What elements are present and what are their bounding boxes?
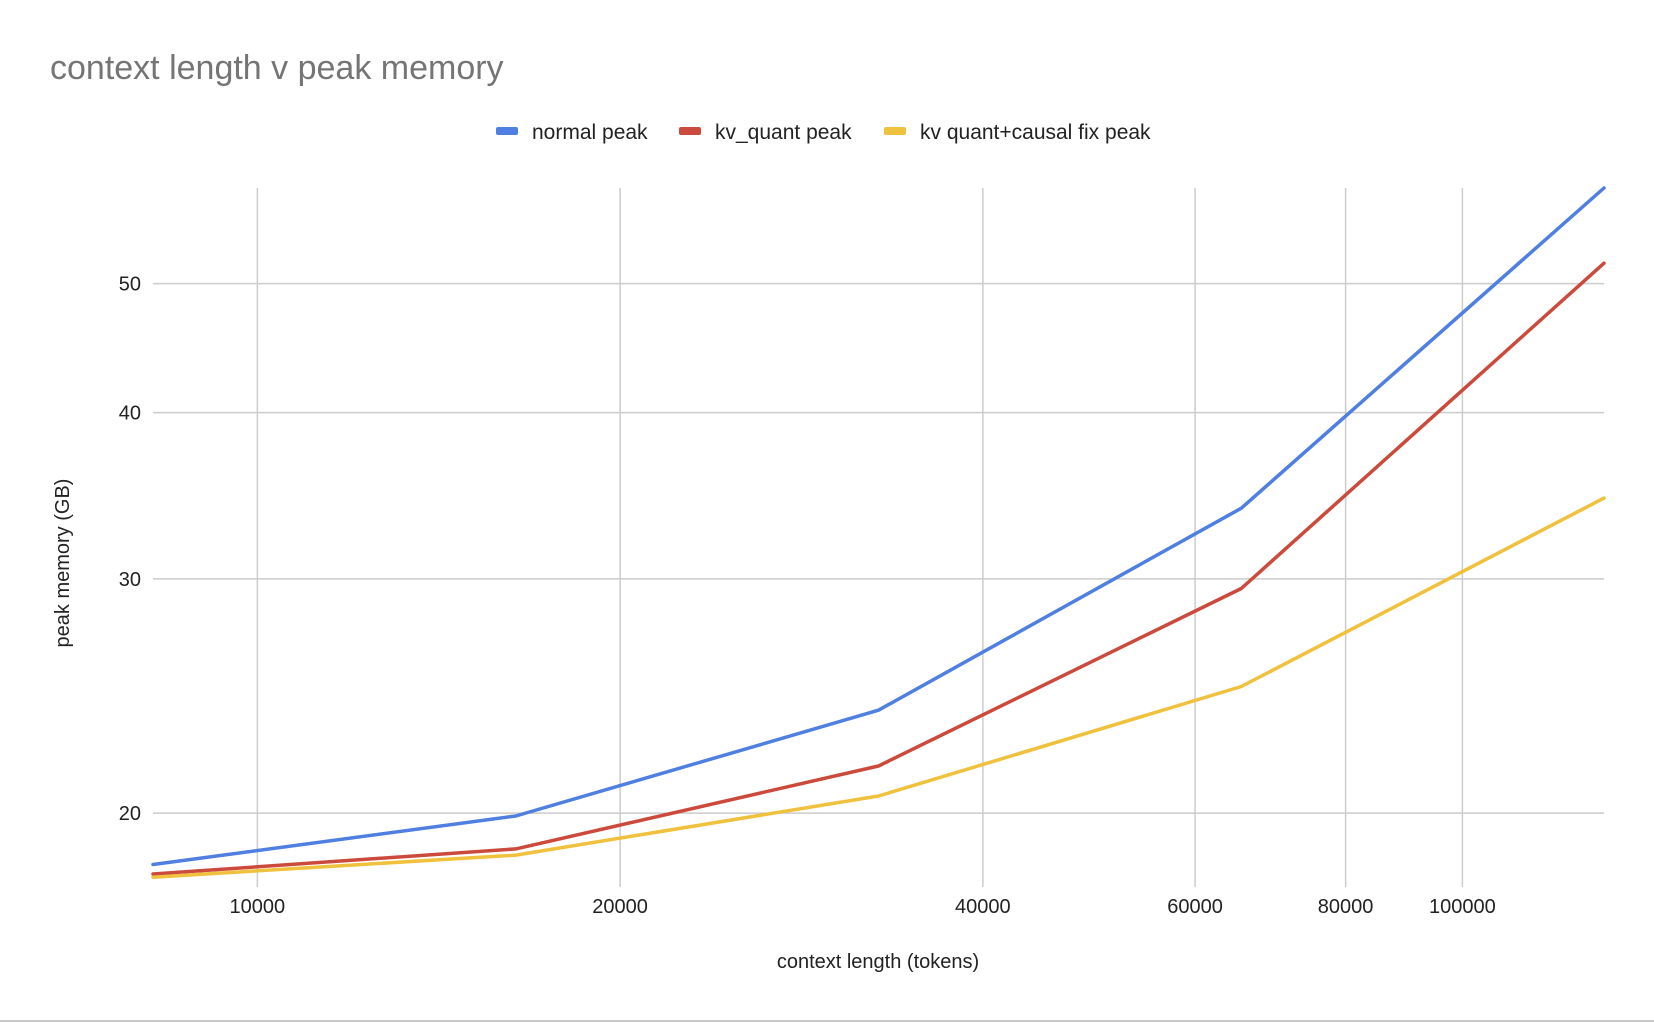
series-line-kv-quant-causal-fix-peak <box>151 496 1606 879</box>
series-line-normal-peak <box>151 186 1606 867</box>
y-tick-label: 20 <box>119 803 141 825</box>
x-tick-label: 10000 <box>230 896 286 918</box>
x-axis-ticks: 10000 20000 40000 60000 80000 100000 <box>230 896 1496 918</box>
y-tick-label: 40 <box>119 403 141 425</box>
x-tick-label: 60000 <box>1167 896 1223 918</box>
y-tick-label: 50 <box>119 274 141 296</box>
y-gridlines <box>153 282 1604 814</box>
chart-legend: normal peak kv_quant peak kv quant+causa… <box>496 121 1151 144</box>
x-tick-label: 100000 <box>1429 896 1496 918</box>
legend-label-normal-peak: normal peak <box>532 121 648 144</box>
x-gridlines <box>256 188 1464 887</box>
y-axis-ticks: 20 30 40 50 <box>119 274 141 825</box>
x-tick-label: 80000 <box>1318 896 1374 918</box>
legend-swatch-normal-peak <box>496 127 518 135</box>
x-tick-label: 20000 <box>592 896 648 918</box>
y-axis-label: peak memory (GB) <box>52 479 74 648</box>
series-line-kv-quant-peak <box>151 261 1606 876</box>
chart-title: context length v peak memory <box>50 49 504 87</box>
legend-label-kv-quant-peak: kv_quant peak <box>715 121 852 144</box>
x-tick-label: 40000 <box>955 896 1011 918</box>
legend-swatch-kv-quant-causal-fix-peak <box>884 127 906 135</box>
series-lines <box>151 186 1606 879</box>
legend-swatch-kv-quant-peak <box>679 127 701 135</box>
x-axis-label: context length (tokens) <box>777 951 979 973</box>
y-tick-label: 30 <box>119 569 141 591</box>
legend-label-kv-quant-causal-fix-peak: kv quant+causal fix peak <box>920 121 1151 144</box>
